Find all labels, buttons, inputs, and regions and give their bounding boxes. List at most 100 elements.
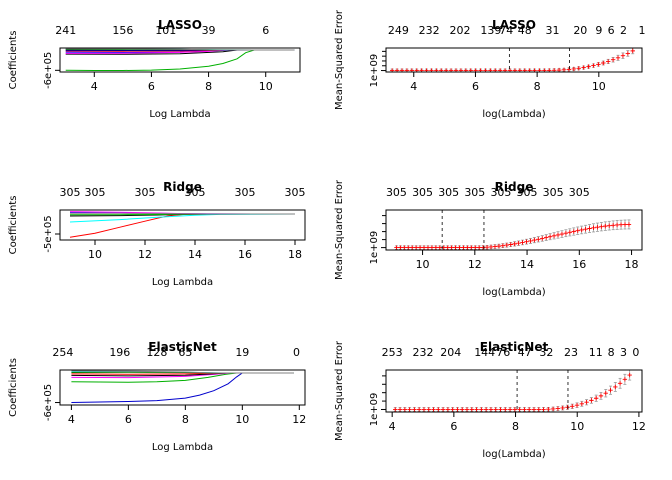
lasso_cv-mse-point bbox=[429, 68, 434, 72]
ridge_cv-mse-point bbox=[512, 241, 517, 247]
lasso_cv-mse-point bbox=[483, 68, 488, 72]
elasticnet_cv-x-tick-label: 12 bbox=[632, 420, 646, 433]
ridge_cv-mse-point bbox=[563, 231, 569, 236]
ridge_cv-mse-point bbox=[413, 245, 419, 250]
lasso_cv-mse-point bbox=[576, 66, 581, 71]
ridge_cv-mse-point bbox=[402, 245, 407, 250]
lasso_path-panel: 4 6 8 10 -6e+05 241 156 101 39 6 LASSO Log Lambda Co… bbox=[8, 18, 301, 120]
lasso_cv-mse-point bbox=[630, 48, 635, 54]
elasticnet_path-top-axis-label: 0 bbox=[293, 346, 300, 359]
elasticnet_path-x-tick-label: 4 bbox=[68, 413, 75, 426]
ridge_cv-mse-point bbox=[532, 237, 537, 243]
lasso_cv-mse-point bbox=[404, 68, 410, 72]
elasticnet_cv-top-axis-label: 8 bbox=[608, 346, 615, 359]
ridge_cv-mse-point bbox=[579, 227, 584, 233]
lasso_cv-mse-point bbox=[453, 68, 459, 72]
elasticnet_cv-mse-point bbox=[503, 407, 508, 412]
ridge_cv-mse-point bbox=[492, 244, 498, 249]
lasso_cv-mse-point bbox=[532, 68, 537, 72]
lasso_cv-mse-point bbox=[512, 68, 518, 72]
elasticnet_cv-mse-point bbox=[416, 407, 422, 412]
ridge_cv-mse-point bbox=[504, 242, 509, 248]
elasticnet_path-top-axis-label: 65 bbox=[178, 346, 192, 359]
ridge_cv-mse-point bbox=[622, 222, 628, 227]
lasso_cv-mse-point bbox=[502, 68, 508, 72]
lasso_cv-mse-point bbox=[610, 57, 616, 62]
lasso_cv-top-axis-label: 232 bbox=[419, 24, 440, 37]
elasticnet_cv-x-tick-label: 6 bbox=[450, 420, 457, 433]
elasticnet_cv-mse-point bbox=[426, 407, 431, 412]
elasticnet_cv-mse-point bbox=[622, 377, 628, 382]
elasticnet_cv-mse-point bbox=[474, 407, 479, 412]
lasso_cv-mse-point bbox=[448, 68, 454, 72]
lasso_cv-mse-point bbox=[497, 68, 503, 72]
ridge_path-x-tick-label: 16 bbox=[238, 248, 252, 261]
lasso_cv-top-axis-label: 202 bbox=[450, 24, 471, 37]
lasso_cv-mse-point bbox=[586, 64, 591, 69]
elasticnet_cv-top-axis-label: 253 bbox=[382, 346, 403, 359]
ridge_cv-mse-point bbox=[433, 245, 439, 250]
lasso_path-top-axis-label: 6 bbox=[262, 24, 269, 37]
elasticnet_cv-mse-point bbox=[531, 407, 537, 412]
elasticnet_cv-mse-point bbox=[436, 407, 441, 412]
ridge_cv-mse-point bbox=[536, 237, 541, 242]
lasso_cv-mse-point bbox=[394, 68, 400, 72]
elasticnet_cv-mse-point bbox=[627, 372, 632, 378]
elasticnet_cv-mse-point bbox=[488, 407, 494, 412]
elasticnet_cv-mse-point bbox=[584, 400, 589, 405]
elasticnet_cv-mse-point bbox=[560, 405, 565, 411]
elasticnet_cv-mse-point bbox=[517, 407, 522, 412]
lasso_cv-mse-point bbox=[517, 68, 523, 72]
ridge_cv-mse-point bbox=[571, 229, 576, 234]
ridge_path-x-tick-label: 12 bbox=[138, 248, 152, 261]
lasso_cv-mse-point bbox=[561, 67, 567, 72]
ridge_cv-x-tick-label: 16 bbox=[572, 258, 586, 271]
lasso_cv-frame bbox=[385, 47, 643, 73]
elasticnet_cv-top-axis-label: 204 bbox=[440, 346, 461, 359]
ridge_cv-mse-point bbox=[516, 240, 521, 246]
ridge_path-top-axis-label: 305 bbox=[60, 186, 81, 199]
ridge_cv-mse-point bbox=[603, 223, 608, 229]
elasticnet_cv-mse-point bbox=[522, 407, 527, 412]
ridge_cv-mse-point bbox=[445, 245, 450, 250]
elasticnet_cv-mse-point bbox=[479, 407, 484, 412]
lasso_cv-mse-point bbox=[571, 66, 577, 72]
ridge_cv-mse-point bbox=[540, 236, 545, 241]
elasticnet_cv-top-axis-label: 232 bbox=[413, 346, 434, 359]
ridge_cv-mse-point bbox=[410, 245, 415, 250]
lasso_cv-top-axis-label: 6 bbox=[608, 24, 615, 37]
elasticnet_cv-frame bbox=[385, 369, 643, 413]
ridge_cv-mse-point bbox=[421, 245, 427, 250]
ridge_cv-mse-point bbox=[480, 245, 486, 250]
ridge_cv-mse-point bbox=[599, 224, 604, 229]
elasticnet_cv-mse-point bbox=[431, 407, 436, 412]
elasticnet_path-top-axis-label: 196 bbox=[109, 346, 130, 359]
elasticnet_cv-mse-point bbox=[608, 388, 613, 393]
elasticnet_cv-mse-point bbox=[617, 381, 623, 386]
ridge_cv-mse-point bbox=[555, 232, 561, 238]
lasso_cv-mse-point bbox=[434, 68, 439, 72]
ridge_cv-mse-point bbox=[543, 235, 549, 240]
ridge_cv-mse-point bbox=[520, 240, 525, 245]
lasso_cv-mse-point bbox=[473, 68, 478, 72]
ridge_path-top-axis-label: 305 bbox=[135, 186, 156, 199]
lasso_cv-top-axis-label: 2 bbox=[620, 24, 627, 37]
elasticnet_path-data bbox=[71, 370, 294, 403]
lasso_cv-mse-point bbox=[493, 68, 498, 72]
elasticnet_path-x-tick-label: 10 bbox=[235, 413, 249, 426]
ridge_cv-mse-point bbox=[524, 239, 529, 244]
elasticnet_path-series-line-0 bbox=[71, 372, 294, 403]
elasticnet_cv-mse-point bbox=[579, 401, 585, 407]
ridge_path-frame bbox=[59, 209, 306, 241]
lasso_cv-top-axis-label: 74 bbox=[499, 24, 513, 37]
elasticnet_path-panel: 4 6 8 10 12 -6e+05 254 196 128 65 19 0 ElasticNet Log… bbox=[8, 340, 306, 453]
lasso_cv-x-tick-label: 10 bbox=[592, 80, 606, 93]
elasticnet_path-top-axis-label: 128 bbox=[146, 346, 167, 359]
lasso_cv-mse-point bbox=[409, 68, 415, 72]
ridge_cv-mse-point bbox=[417, 245, 423, 250]
ridge_path-y-tick-label: -5e+05 bbox=[43, 215, 54, 252]
ridge_path-y-axis-label: Coefficients bbox=[8, 196, 19, 255]
